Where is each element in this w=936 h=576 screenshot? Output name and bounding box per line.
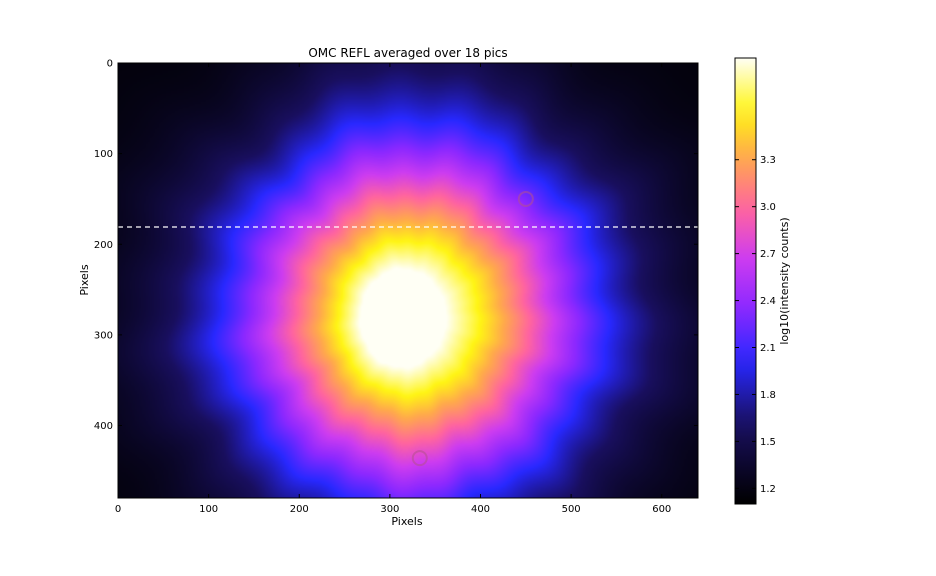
colorbar-tick-label: 3.0 [760, 202, 776, 213]
x-tick-label: 600 [652, 504, 671, 515]
beam-ring-feature [411, 450, 428, 467]
x-tick-label: 0 [115, 504, 121, 515]
x-tick-label: 500 [562, 504, 581, 515]
heatmap-image [118, 63, 698, 498]
colorbar-gradient [735, 58, 756, 504]
x-tick-label: 200 [290, 504, 309, 515]
x-tick-label: 100 [199, 504, 218, 515]
colorbar-tick-label: 1.8 [760, 390, 776, 401]
colorbar-tick-label: 1.2 [760, 484, 776, 495]
colorbar-frame [734, 57, 757, 505]
y-axis-ticks: 0 100 200 300 400 [94, 59, 698, 432]
colorbar-ticks: 1.2 1.5 1.8 2.1 2.4 2.7 3.0 3.3 [735, 155, 776, 495]
x-axis-label: Pixels [391, 515, 422, 528]
x-tick-label: 300 [380, 504, 399, 515]
beam-features [411, 190, 534, 467]
colorbar-tick-label: 3.3 [760, 155, 776, 166]
colorbar: 1.2 1.5 1.8 2.1 2.4 2.7 3.0 3.3 log10(intensity… [734, 57, 791, 505]
x-tick-label: 400 [471, 504, 490, 515]
plot-frame [117, 62, 699, 499]
chart-title: OMC REFL averaged over 18 pics [308, 46, 507, 60]
y-tick-label: 300 [94, 330, 113, 341]
y-axis-label: Pixels [78, 264, 91, 295]
colorbar-label: log10(intensity counts) [778, 217, 791, 344]
colorbar-tick-label: 2.7 [760, 249, 776, 260]
colorbar-tick-label: 2.4 [760, 296, 776, 307]
beam-ring-feature [517, 190, 534, 207]
colorbar-tick-label: 2.1 [760, 343, 776, 354]
y-tick-label: 0 [107, 59, 113, 70]
y-tick-label: 400 [94, 421, 113, 432]
y-tick-label: 100 [94, 149, 113, 160]
colorbar-tick-label: 1.5 [760, 437, 776, 448]
x-axis-ticks: 0 100 200 300 400 500 600 [115, 63, 671, 515]
y-tick-label: 200 [94, 240, 113, 251]
plot-area [118, 63, 698, 498]
